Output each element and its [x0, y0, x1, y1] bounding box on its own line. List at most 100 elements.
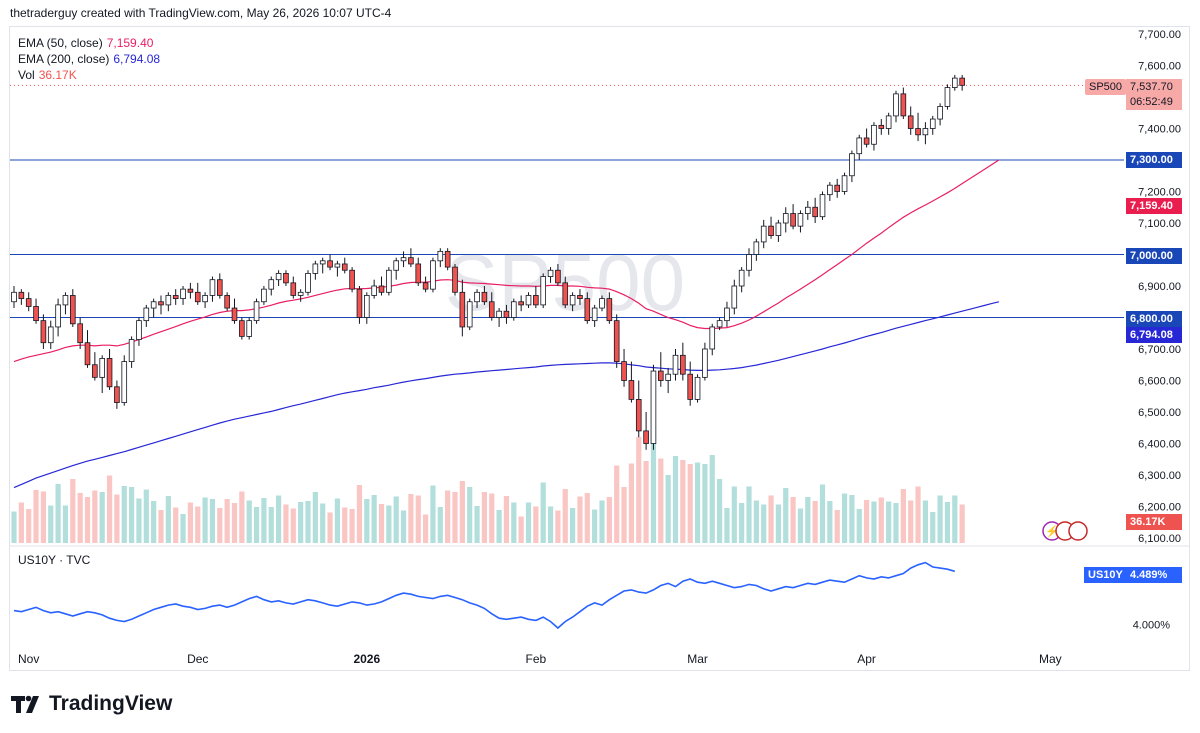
tradingview-logo[interactable]: TradingView	[11, 692, 172, 716]
candle-down	[812, 206, 818, 218]
candle-down	[224, 295, 230, 309]
candle-down	[187, 288, 194, 293]
volume-bar	[92, 490, 98, 543]
candle-up	[856, 137, 863, 155]
volume-bar	[342, 507, 348, 543]
legend-ema200-label: EMA (200, close)	[18, 52, 110, 66]
candle-up	[540, 276, 546, 306]
bond-tick-label: 4.000%	[1133, 620, 1171, 632]
level-tag-7000: 7,000.00	[1126, 248, 1182, 264]
volume-bar	[871, 501, 877, 543]
volume-bar	[298, 502, 304, 543]
candle-up	[650, 370, 657, 444]
volume-bar	[158, 510, 164, 543]
candle-down	[106, 358, 113, 388]
candle-up	[143, 307, 150, 322]
candle-down	[503, 310, 510, 318]
time-axis: NovDec2026FebMarAprMayJun	[18, 652, 1062, 666]
candle-up	[268, 279, 275, 290]
candle-down	[239, 320, 245, 337]
candle-down	[562, 282, 569, 306]
volume-bar	[239, 491, 245, 543]
volume-bar	[636, 437, 642, 543]
candle-up	[731, 285, 738, 309]
candle-down	[834, 184, 840, 192]
candle-down	[283, 272, 289, 284]
candle-up	[871, 124, 877, 145]
candle-up	[305, 272, 311, 293]
volume-bar	[312, 492, 318, 543]
candle-down	[533, 295, 539, 306]
candle-up	[746, 254, 752, 271]
level-tag-6800: 6,800.00	[1126, 311, 1182, 327]
volume-bar	[349, 509, 355, 543]
volume-bar	[129, 487, 135, 543]
ema50-line	[13, 159, 1000, 363]
countdown-tag: 06:52:49	[1126, 94, 1182, 110]
volume-bar	[386, 505, 392, 543]
volume-bar	[555, 510, 561, 543]
volume-bar	[922, 500, 928, 543]
candle-down	[341, 263, 348, 271]
candle-up	[62, 295, 69, 306]
candle-down	[92, 364, 98, 378]
us-flag-icon[interactable]	[1068, 521, 1088, 541]
volume-bar	[790, 497, 796, 543]
volume-bar	[562, 489, 568, 543]
volume-bar	[136, 498, 142, 543]
candle-up	[738, 269, 745, 287]
volume-bar	[496, 510, 502, 543]
candle-down	[422, 282, 429, 290]
volume-bar	[151, 501, 157, 543]
legend-ema200[interactable]: EMA (200, close) 6,794.08	[18, 51, 160, 67]
volume-bar	[761, 504, 767, 543]
candle-up	[312, 263, 319, 274]
volume-bar	[650, 428, 657, 543]
candle-up	[437, 250, 444, 262]
volume-bar	[114, 494, 120, 543]
price-tick-label: 7,200.00	[1138, 187, 1181, 199]
volume-bar	[665, 475, 671, 543]
time-tick-label: Apr	[857, 652, 876, 666]
volume-bar	[209, 499, 216, 543]
candle-up	[819, 194, 826, 218]
candle-down	[635, 398, 642, 432]
volume-bar	[915, 486, 921, 543]
candle-up	[334, 263, 341, 268]
candle-up	[805, 206, 811, 214]
candle-up	[922, 128, 929, 136]
candle-down	[415, 263, 422, 284]
level-tag-7300: 7,300.00	[1126, 152, 1182, 168]
candle-up	[253, 301, 260, 322]
bond-pane-label: US10Y · TVC	[18, 553, 91, 567]
volume-bar	[18, 502, 24, 543]
candle-up	[694, 376, 701, 400]
volume-bar	[702, 464, 708, 543]
ema200-line	[13, 301, 1000, 489]
volume-bar	[408, 494, 414, 543]
candle-up	[136, 320, 142, 340]
bond-symbol-tag: US10Y	[1084, 567, 1127, 583]
candle-up	[841, 175, 848, 192]
candle-down	[40, 320, 47, 344]
volume-bar	[577, 496, 583, 543]
time-tick-label: Mar	[687, 652, 708, 666]
candle-down	[114, 386, 120, 403]
volume-bar	[643, 461, 649, 543]
candle-down	[900, 93, 907, 117]
legend-ema50[interactable]: EMA (50, close) 7,159.40	[18, 35, 160, 51]
candle-down	[959, 77, 965, 86]
candle-up	[363, 295, 370, 318]
legend-vol-value: 36.17K	[38, 68, 77, 82]
candle-up	[775, 222, 782, 237]
ema50-tag: 7,159.40	[1126, 198, 1182, 214]
volume-bar	[70, 479, 76, 543]
volume-bar	[489, 493, 495, 543]
candle-up	[386, 269, 392, 293]
legend-volume[interactable]: Vol 36.17K	[18, 67, 160, 83]
volume-bar	[518, 516, 524, 543]
candle-down	[216, 279, 223, 296]
price-tick-label: 6,600.00	[1138, 376, 1181, 388]
candle-up	[599, 298, 605, 309]
